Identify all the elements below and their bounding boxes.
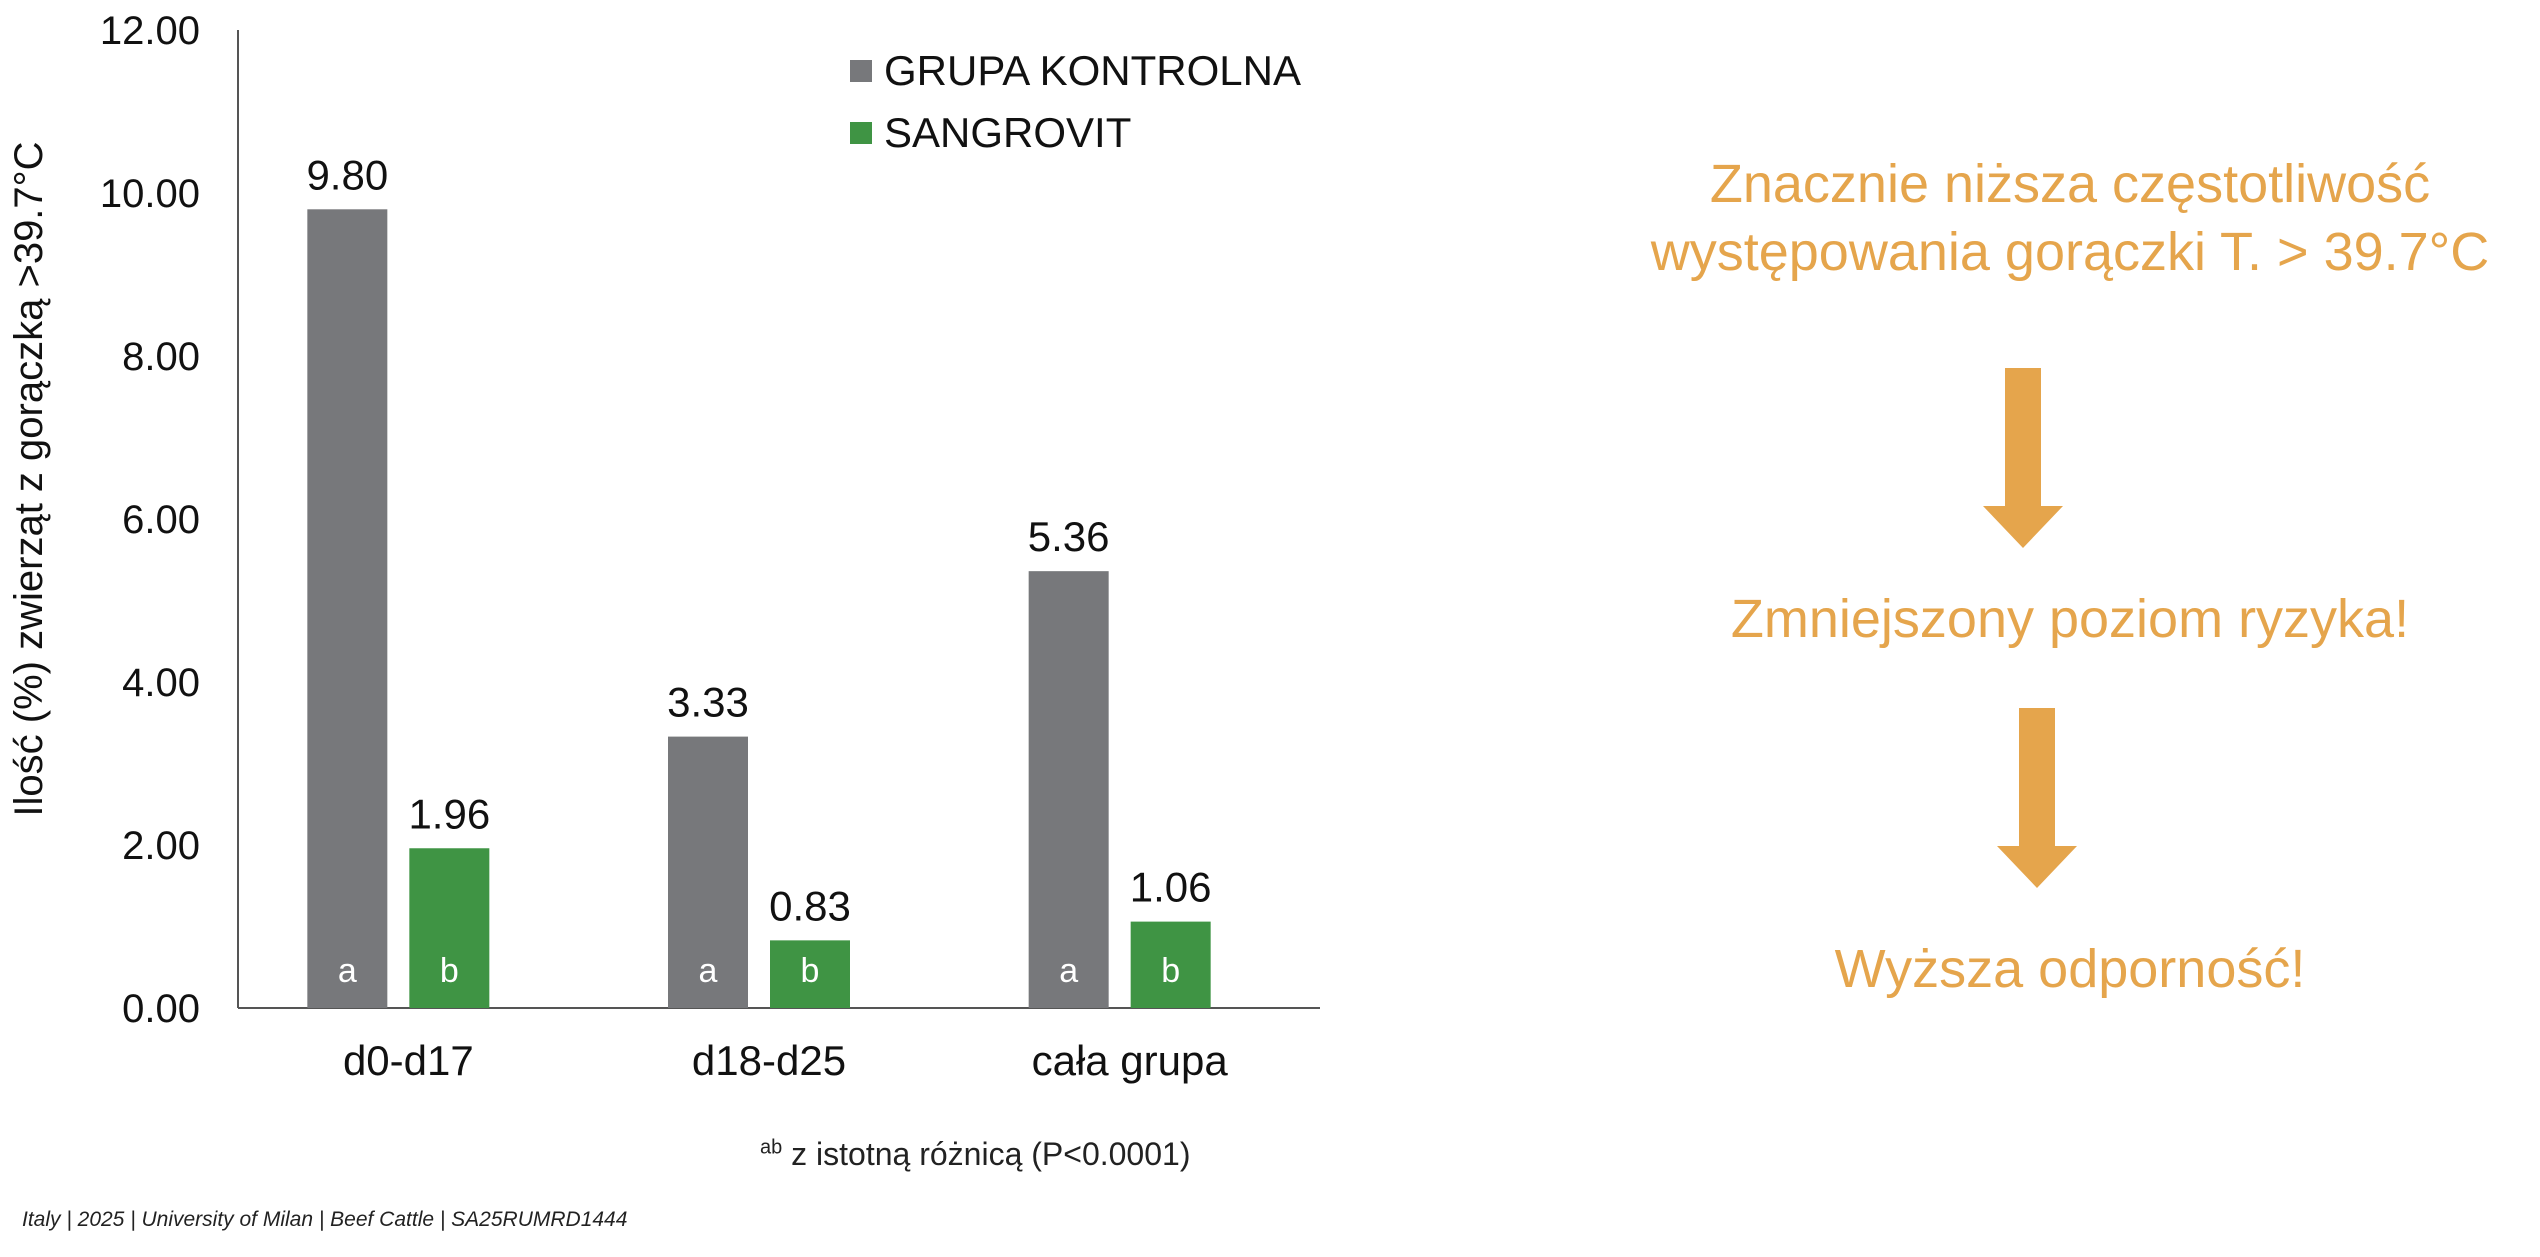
footnote-superscript: ab <box>760 1136 783 1159</box>
conclusion-headline: Znacznie niższa częstotliwość występowan… <box>1600 150 2540 286</box>
bar-sangrovit <box>770 940 850 1008</box>
significance-letter: a <box>338 952 357 990</box>
down-arrow-icon <box>1997 708 2077 888</box>
legend-label-sangrovit: SANGROVIT <box>884 109 1132 156</box>
bar-sangrovit <box>409 848 490 1008</box>
significance-letter: b <box>440 952 459 990</box>
bar-control <box>1028 571 1109 1008</box>
y-tick-label: 12.00 <box>100 9 200 53</box>
conclusion-line-1: Znacznie niższa częstotliwość <box>1709 154 2431 214</box>
significance-footnote: ab z istotną różnicą (P<0.0001) <box>760 1136 1190 1173</box>
chart-legend: GRUPA KONTROLNA SANGROVIT <box>850 40 1301 164</box>
conclusion-risk: Zmniejszony poziom ryzyka! <box>1730 589 2410 649</box>
legend-swatch-control <box>850 60 872 82</box>
x-category-label: cała grupa <box>1032 1037 1229 1084</box>
bar-control <box>307 209 388 1009</box>
bar-value-label: 0.83 <box>769 882 851 929</box>
y-tick-label: 10.00 <box>100 172 200 216</box>
conclusion-line-2: występowania gorączki T. > 39.7°C <box>1650 222 2490 282</box>
legend-label-control: GRUPA KONTROLNA <box>884 47 1301 94</box>
bar-sangrovit <box>1130 921 1211 1008</box>
significance-letter: a <box>1059 952 1078 990</box>
y-tick-label: 0.00 <box>122 987 200 1031</box>
footnote-text: z istotną różnicą (P<0.0001) <box>782 1136 1191 1172</box>
legend-item-sangrovit: SANGROVIT <box>850 102 1301 164</box>
bar-value-label: 1.06 <box>1130 864 1212 911</box>
significance-letter: b <box>801 952 820 990</box>
bar-value-label: 9.80 <box>306 151 388 198</box>
y-tick-label: 6.00 <box>122 498 200 542</box>
bar-value-label: 3.33 <box>667 679 749 726</box>
bar-value-label: 5.36 <box>1028 513 1110 560</box>
y-tick-label: 8.00 <box>122 335 200 379</box>
source-citation: Italy | 2025 | University of Milan | Bee… <box>22 1208 628 1231</box>
down-arrow-icon <box>1983 368 2063 548</box>
x-category-label: d0-d17 <box>343 1037 474 1084</box>
significance-letter: b <box>1161 952 1180 990</box>
bar-control <box>668 736 748 1008</box>
conclusion-immunity: Wyższa odporność! <box>1834 939 2306 999</box>
y-axis-label: Ilość (%) zwierząt z gorączką >39.7°C <box>7 141 51 816</box>
y-tick-label: 4.00 <box>122 661 200 705</box>
bar-value-label: 1.96 <box>408 790 490 837</box>
legend-swatch-sangrovit <box>850 122 872 144</box>
legend-item-control: GRUPA KONTROLNA <box>850 40 1301 102</box>
significance-letter: a <box>699 952 718 990</box>
y-tick-label: 2.00 <box>122 824 200 868</box>
x-category-label: d18-d25 <box>692 1037 846 1084</box>
bar-chart: 0.00 2.00 4.00 6.00 8.00 10.00 12.00 Ilość (%) … <box>7 9 1320 1084</box>
